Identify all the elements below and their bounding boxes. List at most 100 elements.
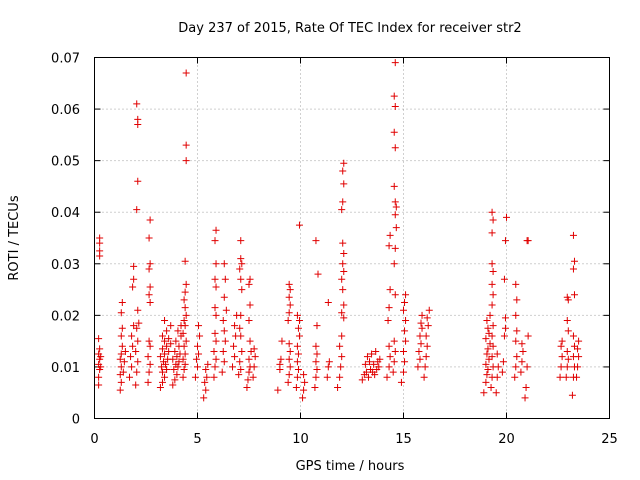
data-point [570,257,578,265]
data-point [400,368,407,376]
data-point [300,386,308,394]
data-point [391,59,399,67]
data-point [135,319,143,327]
data-point [386,353,394,361]
data-point [340,268,348,276]
data-point [312,373,320,381]
data-point [336,373,344,381]
data-point [170,366,178,374]
data-point [246,301,254,309]
data-point [181,322,189,330]
data-point [146,283,154,291]
data-point [158,378,166,386]
data-point [422,332,430,340]
data-point [130,262,138,270]
data-point [563,317,571,325]
data-point [521,394,529,402]
data-point [391,102,399,110]
x-tick-label: 20 [498,432,515,447]
data-point [277,355,285,363]
data-point [236,265,244,273]
data-point [340,301,348,309]
data-point [325,358,333,366]
data-point [212,311,220,319]
data-point [97,353,105,361]
data-point [564,355,572,363]
data-point [173,371,181,379]
data-point [285,309,293,317]
data-point [385,304,393,312]
data-point [489,268,497,276]
data-point [358,376,366,384]
data-point [194,363,201,371]
data-point [386,231,394,239]
data-point [336,342,344,350]
data-point [128,363,136,371]
data-point [513,296,521,304]
data-point [180,366,188,374]
data-point [484,366,492,374]
x-tick-label: 5 [193,432,201,447]
data-point [488,280,496,288]
data-point [424,322,432,330]
y-tick-label: 0.05 [51,155,80,170]
data-point [171,376,179,384]
data-point [249,373,257,381]
data-point [194,342,201,350]
data-point [195,350,203,358]
data-point [230,342,238,350]
data-point [338,353,346,361]
data-point [558,353,566,361]
data-point [121,347,129,355]
data-point [498,368,506,376]
data-point [220,293,228,301]
data-point [182,311,190,319]
data-point [231,322,239,330]
data-point [219,347,227,355]
data-point [144,378,152,386]
data-point [211,304,219,312]
data-point [119,368,127,376]
plot-frame [94,57,610,419]
data-point [512,311,520,319]
data-point [423,342,431,350]
data-point [389,368,397,376]
data-point [145,368,153,376]
data-point [390,358,398,366]
data-point [361,360,369,368]
data-point [488,208,496,216]
data-point [420,373,428,381]
data-point [117,350,125,358]
data-point [163,342,171,350]
data-point [293,342,301,350]
data-point [340,180,348,188]
data-point [519,347,527,355]
data-point [95,381,103,389]
data-point [145,291,153,299]
data-point [370,360,378,368]
data-point [126,373,134,381]
data-point [133,368,141,376]
data-point [503,213,510,221]
data-point [417,319,425,327]
data-point [210,373,218,381]
data-point [286,347,294,355]
data-point [390,260,398,268]
data-point [340,249,348,257]
data-point [314,270,322,278]
data-point [294,350,302,358]
data-point [517,368,525,376]
data-point [482,335,490,343]
data-point [564,327,572,335]
data-point [483,317,491,325]
data-point [338,275,346,283]
data-point [238,260,246,268]
data-point [146,216,154,224]
data-point [483,350,491,358]
data-point [278,337,286,345]
data-point [415,347,423,355]
data-point [416,355,424,363]
data-point [400,306,407,314]
data-point [295,221,303,229]
